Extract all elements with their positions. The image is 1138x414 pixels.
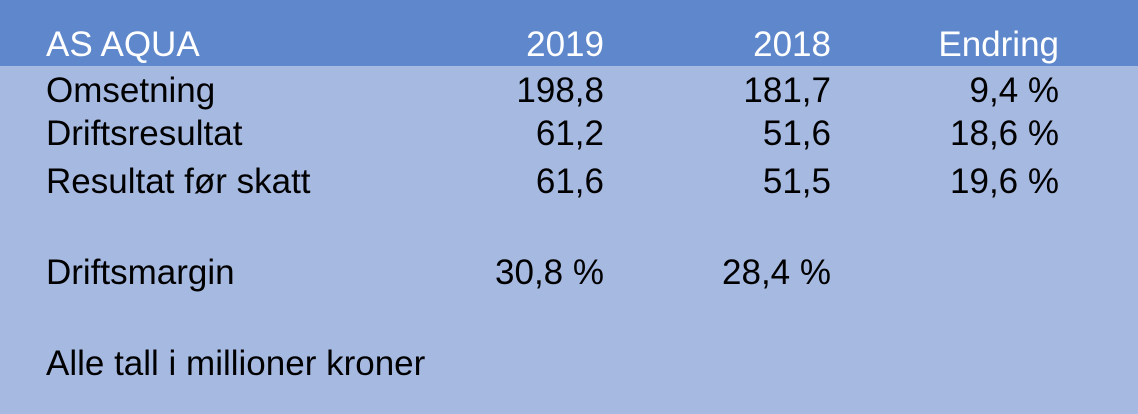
company-name: AS AQUA	[46, 25, 200, 64]
value-2018: 51,6	[762, 114, 831, 153]
column-header-change: Endring	[938, 25, 1059, 64]
table-row-result-before-tax: Resultat før skatt 61,6 51,5 19,6 %	[0, 160, 1138, 204]
value-2018: 181,7	[743, 71, 831, 110]
footnote: Alle tall i millioner kroner	[46, 344, 426, 383]
value-2018: 51,5	[762, 162, 831, 201]
table-header-row: AS AQUA 2019 2018 Endring	[0, 23, 1138, 67]
value-2019: 61,6	[535, 162, 604, 201]
table-row-revenue: Omsetning 198,8 181,7 9,4 %	[0, 69, 1138, 113]
value-change: 9,4 %	[969, 71, 1060, 110]
table-header-band	[0, 0, 1138, 66]
value-2019: 198,8	[516, 71, 604, 110]
row-label: Driftsmargin	[46, 253, 235, 292]
table-row-operating-margin: Driftsmargin 30,8 % 28,4 %	[0, 251, 1138, 295]
row-label: Resultat før skatt	[46, 162, 311, 201]
value-change: 19,6 %	[950, 162, 1059, 201]
table-row-operating-result: Driftsresultat 61,2 51,6 18,6 %	[0, 112, 1138, 156]
row-label: Driftsresultat	[46, 114, 243, 153]
value-2019: 30,8 %	[495, 253, 604, 292]
value-2019: 61,2	[535, 114, 604, 153]
column-header-2019: 2019	[526, 25, 604, 64]
value-change: 18,6 %	[950, 114, 1059, 153]
column-header-2018: 2018	[753, 25, 831, 64]
value-2018: 28,4 %	[722, 253, 831, 292]
row-label: Omsetning	[46, 71, 216, 110]
footnote-row: Alle tall i millioner kroner	[0, 342, 1138, 386]
